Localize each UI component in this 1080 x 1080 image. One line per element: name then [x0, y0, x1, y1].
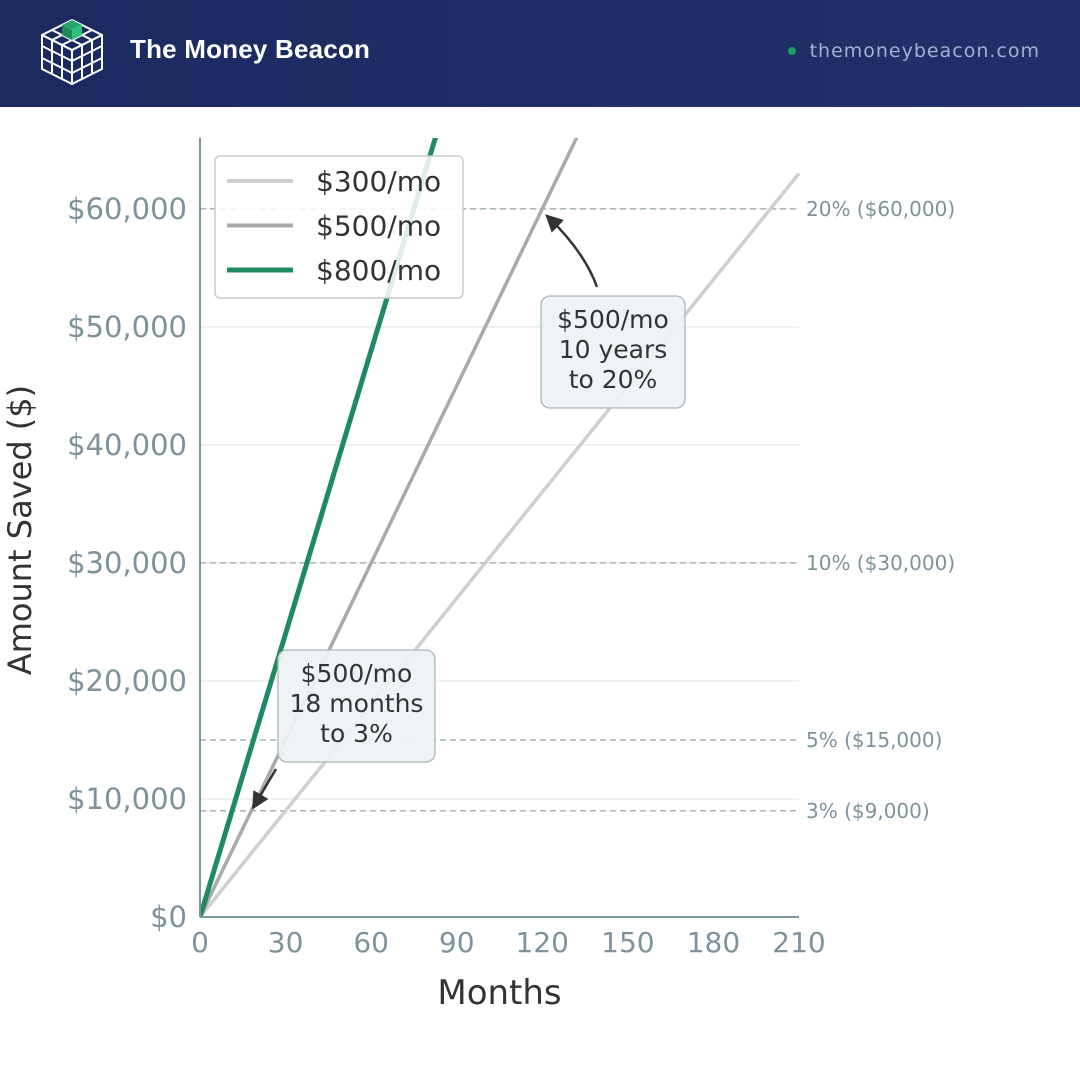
- x-tick-label: 210: [772, 926, 825, 959]
- brand-name: The Money Beacon: [130, 34, 371, 64]
- y-tick-label: $0: [150, 900, 187, 934]
- y-axis-title: Amount Saved ($): [1, 385, 39, 675]
- series-group: [200, 138, 800, 917]
- website-label: themoneybeacon.com: [809, 40, 1040, 62]
- status-dot-icon: [787, 47, 796, 55]
- legend-label: $500/mo: [316, 210, 441, 243]
- series-line-1: [200, 172, 800, 917]
- reference-line-label: 10% ($30,000): [806, 551, 955, 575]
- x-tick-label: 30: [268, 926, 304, 959]
- annotation-box: [540, 295, 686, 409]
- annotation-text: to 3%: [320, 719, 393, 748]
- annotation-text: 10 years: [559, 335, 668, 364]
- annotation-text: to 20%: [569, 365, 658, 394]
- legend-label: $800/mo: [316, 254, 441, 287]
- website-link[interactable]: themoneybeacon.com: [787, 40, 1040, 62]
- reference-line-label: 20% ($60,000): [806, 197, 955, 221]
- legend: $300/mo $500/mo $800/mo: [214, 155, 464, 299]
- y-tick-label: $20,000: [67, 664, 187, 698]
- x-tick-label: 120: [516, 926, 569, 959]
- series-line-3: [200, 138, 438, 917]
- annotation-text: $500/mo: [301, 659, 413, 688]
- x-tick-label: 60: [353, 926, 389, 959]
- legend-label: $300/mo: [316, 165, 441, 198]
- x-tick-label: 150: [601, 926, 654, 959]
- y-tick-label: $30,000: [67, 546, 187, 580]
- annotation-text: $500/mo: [557, 305, 669, 334]
- x-tick-label: 0: [191, 926, 209, 959]
- annotation-text: 18 months: [290, 689, 424, 718]
- y-tick-label: $40,000: [67, 428, 187, 462]
- y-tick-label: $50,000: [67, 310, 187, 344]
- annotation-box: [277, 649, 436, 763]
- isometric-cube-grid-icon: [41, 19, 103, 85]
- reference-line-label: 3% ($9,000): [806, 799, 930, 823]
- reference-line-label: 5% ($15,000): [806, 728, 942, 752]
- legend-box: [214, 155, 464, 299]
- x-tick-label: 90: [439, 926, 475, 959]
- annotation-arrow: [252, 768, 278, 810]
- y-tick-label: $60,000: [67, 192, 187, 226]
- annotation-arrow: [545, 214, 599, 288]
- x-tick-label: 180: [687, 926, 740, 959]
- y-tick-label: $10,000: [67, 782, 187, 816]
- header-banner: The Money Beacon themoneybeacon.com: [0, 0, 1080, 107]
- series-line-2: [200, 138, 579, 917]
- x-axis-title: Months: [437, 973, 561, 1013]
